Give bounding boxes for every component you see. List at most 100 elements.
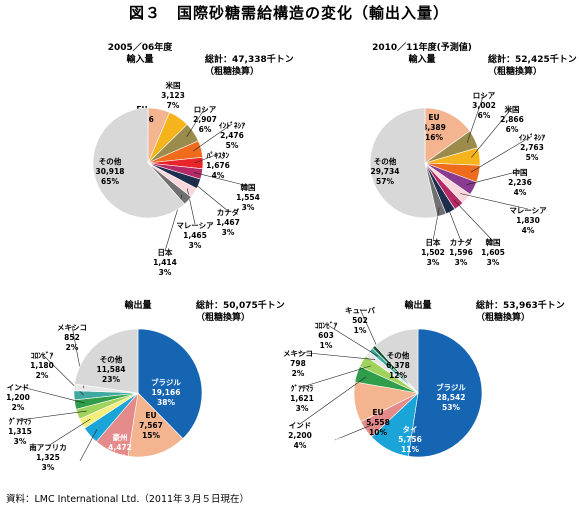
label-pct-3-6: 2% — [292, 369, 305, 378]
subtitle-exports-2005: 輸出量 — [124, 299, 151, 311]
label-pct-3-5: 3% — [296, 404, 309, 413]
label-value-1-0: 8,389 — [422, 123, 446, 132]
figure-title: 図３ 国際砂糖需給構造の変化（輸出入量） — [129, 4, 449, 22]
label-name-3-4: インド — [289, 421, 312, 430]
pie-imports-2010: EU8,38916%ロシア3,0026%米国2,8666%ｲﾝﾄﾞﾈｼｱ2,76… — [369, 91, 547, 267]
pie-exports-2010: ブラジル28,54253%タイ5,75611%豪州2,5075%EU5,5581… — [283, 306, 483, 466]
label-name-2-2: 豪州 — [113, 432, 128, 442]
label-pct-1-9: 57% — [376, 177, 394, 186]
label-name-3-8: キューバ — [345, 306, 375, 315]
label-pct-3-4: 4% — [294, 441, 307, 450]
label-name-2-3: タイ — [73, 457, 88, 467]
label-pct-2-5: 3% — [14, 437, 27, 446]
label-value-0-8: 1,414 — [153, 258, 177, 267]
label-pct-0-8: 3% — [159, 268, 172, 277]
label-pct-2-9: 23% — [102, 375, 120, 384]
total-note-imports-2010: （粗糖換算） — [488, 65, 542, 77]
label-name-0-4: ﾊﾟｷｽﾀﾝ — [206, 150, 230, 160]
label-value-3-2: 2,507 — [323, 447, 347, 456]
label-pct-1-0: 16% — [425, 133, 443, 142]
label-pct-2-2: 9% — [114, 453, 127, 462]
label-value-3-1: 5,756 — [398, 435, 422, 444]
pie-imports-2005: EU3,2167%米国3,1237%ロシア2,9076%ｲﾝﾄﾞﾈｼｱ2,476… — [92, 80, 260, 277]
label-name-3-1: タイ — [403, 424, 418, 434]
label-value-2-9: 11,584 — [97, 365, 126, 374]
leader-2-3 — [79, 428, 98, 462]
total-note-exports-2005: （粗糖換算） — [196, 311, 250, 323]
leader-3-7 — [325, 323, 379, 357]
label-value-1-3: 2,763 — [520, 143, 544, 152]
total-imports-2005: 総計：47,338千トン — [205, 53, 294, 65]
label-pct-3-7: 1% — [320, 341, 333, 350]
label-name-1-6: 韓国 — [486, 237, 501, 247]
slice-2-0 — [137, 328, 203, 440]
label-value-2-4: 1,325 — [36, 453, 60, 462]
label-pct-1-6: 3% — [487, 258, 500, 267]
label-name-3-9: その他 — [387, 350, 410, 360]
label-value-2-0: 19,166 — [152, 388, 181, 397]
label-name-3-5: ｸﾞｱﾃﾏﾗ — [291, 383, 314, 393]
label-name-0-9: その他 — [99, 156, 122, 166]
slice-3-9 — [374, 328, 419, 394]
label-value-0-3: 2,476 — [220, 131, 244, 140]
label-value-0-5: 1,554 — [236, 193, 260, 202]
label-value-2-1: 7,567 — [139, 421, 163, 430]
label-pct-1-1: 6% — [478, 111, 491, 120]
label-pct-2-8: 2% — [66, 343, 79, 352]
label-name-0-5: 韓国 — [241, 182, 256, 192]
label-name-2-0: ブラジル — [151, 377, 181, 387]
label-value-0-6: 1,467 — [216, 218, 240, 227]
label-pct-2-4: 3% — [42, 463, 55, 472]
label-name-0-2: ロシア — [194, 105, 217, 114]
label-name-0-3: ｲﾝﾄﾞﾈｼｱ — [219, 120, 245, 130]
label-name-2-6: インド — [7, 383, 30, 392]
label-value-3-9: 6,378 — [386, 361, 410, 370]
label-value-3-4: 2,200 — [288, 431, 312, 440]
label-pct-2-3: 5% — [74, 478, 87, 487]
label-value-3-8: 502 — [352, 316, 368, 325]
total-note-imports-2005: （粗糖換算） — [205, 65, 259, 77]
leader-1-8 — [432, 207, 440, 242]
leader-2-4 — [47, 418, 91, 447]
label-value-2-8: 852 — [64, 333, 80, 342]
label-value-0-7: 1,465 — [183, 231, 207, 240]
leader-0-4 — [194, 153, 219, 164]
period-2005: 2005／06年度 — [108, 41, 174, 53]
leader-1-7 — [446, 204, 462, 242]
label-name-2-5: ｸﾞｱﾃﾏﾗ — [9, 416, 32, 426]
label-value-3-0: 28,542 — [437, 393, 466, 402]
leader-0-6 — [191, 180, 229, 212]
leader-1-3 — [470, 135, 533, 173]
label-name-1-2: 米国 — [505, 104, 520, 114]
label-value-2-3: 2,266 — [68, 468, 92, 477]
total-note-exports-2010: （粗糖換算） — [476, 311, 530, 323]
label-value-1-2: 2,866 — [500, 115, 524, 124]
leader-1-2 — [471, 107, 513, 158]
label-value-3-7: 603 — [318, 331, 334, 340]
label-pct-0-7: 3% — [189, 241, 202, 250]
label-pct-0-1: 7% — [167, 101, 180, 110]
leader-3-2 — [334, 423, 374, 441]
label-name-3-3: EU — [372, 408, 383, 417]
label-name-2-9: その他 — [100, 354, 123, 364]
label-value-0-1: 3,123 — [161, 91, 185, 100]
label-name-2-4: 南アフリカ — [29, 442, 67, 452]
label-value-1-6: 1,605 — [481, 248, 505, 257]
label-value-0-4: 1,676 — [206, 161, 230, 170]
subtitle-imports-2005: 輸入量 — [126, 53, 153, 65]
label-pct-0-4: 4% — [212, 171, 225, 180]
label-value-1-5: 1,830 — [516, 216, 540, 225]
label-pct-1-4: 4% — [514, 188, 527, 197]
slice-0-9 — [92, 107, 185, 219]
label-pct-1-8: 3% — [427, 258, 440, 267]
subtitle-imports-2010: 輸入量 — [408, 53, 435, 65]
label-pct-0-9: 65% — [101, 177, 119, 186]
label-value-2-5: 1,315 — [8, 427, 32, 436]
label-name-0-7: マレーシア — [176, 221, 214, 230]
label-name-0-6: カナダ — [217, 207, 240, 217]
label-pct-1-3: 5% — [526, 153, 539, 162]
source-note: 資料：LMC International Ltd.（2011年３月５日現在） — [6, 493, 249, 505]
label-name-0-1: 米国 — [166, 80, 181, 90]
leader-0-2 — [186, 107, 206, 137]
leader-2-5 — [19, 410, 87, 421]
